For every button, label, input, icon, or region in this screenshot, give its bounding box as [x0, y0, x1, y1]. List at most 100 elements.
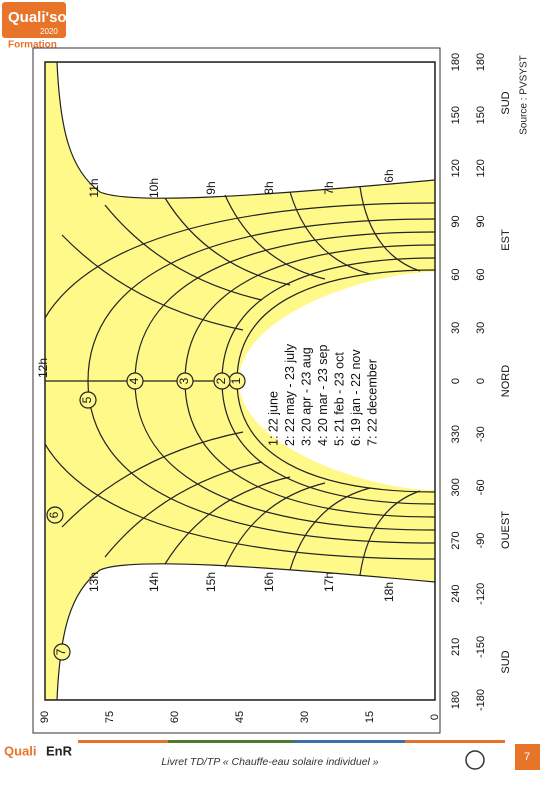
legend-entry: 5: 21 feb - 23 oct	[332, 352, 346, 446]
elevation-tick: 15	[364, 711, 376, 723]
footer: Quali EnR Livret TD/TP « Chauffe-eau sol…	[4, 740, 540, 770]
direction-label: EST	[500, 229, 512, 251]
elevation-tick: 75	[104, 711, 116, 723]
azimuth-tick: 0	[450, 378, 462, 384]
elevation-tick: 60	[169, 711, 181, 723]
curve-number: 6	[47, 511, 61, 518]
curve-number: 7	[54, 648, 68, 655]
page-number: 7	[524, 751, 530, 763]
hour-line	[289, 487, 371, 571]
azimuth-signed-tick: -120	[475, 583, 487, 605]
elevation-tick: 30	[299, 711, 311, 723]
footer-logo: Quali	[4, 743, 37, 758]
azimuth-signed-tick: 0	[475, 378, 487, 384]
hour-line	[61, 431, 244, 528]
azimuth-tick: 180	[450, 691, 462, 709]
azimuth-tick: 90	[450, 215, 462, 227]
footer-text: Livret TD/TP « Chauffe-eau solaire indiv…	[161, 756, 378, 768]
source: Source : PVSYST	[519, 55, 530, 134]
curve-number: 1	[229, 377, 243, 384]
curve-number: 5	[80, 396, 94, 403]
azimuth-tick: 180	[450, 53, 462, 71]
legend-entry: 1: 22 june	[266, 391, 280, 446]
hour-line	[359, 186, 421, 272]
legend-entry: 2: 22 may - 23 july	[283, 343, 297, 446]
azimuth-signed-tick: -90	[475, 533, 487, 549]
hour-line	[224, 194, 326, 280]
azimuth-tick: 60	[450, 269, 462, 281]
hour-label: 13h	[87, 572, 101, 592]
hour-label: 14h	[147, 572, 161, 592]
elevation-tick: 90	[39, 711, 51, 723]
logo-text: Quali'sol	[8, 9, 71, 26]
curve-marker	[79, 391, 97, 409]
azimuth-signed-tick: 180	[475, 53, 487, 71]
direction-label: SUD	[500, 91, 512, 114]
direction-label: SUD	[500, 650, 512, 673]
hour-label: 18h	[382, 582, 396, 602]
curve-marker	[53, 643, 71, 661]
curve-marker	[176, 372, 194, 390]
azimuth-signed-tick: 120	[475, 159, 487, 177]
azimuth-signed-tick: 90	[475, 215, 487, 227]
hour-line	[104, 461, 263, 558]
azimuth-signed-tick: 60	[475, 269, 487, 281]
hour-label: 10h	[147, 178, 161, 198]
azimuth-tick: 330	[450, 425, 462, 443]
hour-line	[359, 490, 421, 576]
azimuth-tick: 120	[450, 159, 462, 177]
curve-marker	[46, 506, 64, 524]
azimuth-tick: 300	[450, 478, 462, 496]
hour-label: 16h	[262, 572, 276, 592]
azimuth-signed-tick: -180	[475, 689, 487, 711]
curve-marker	[126, 372, 144, 390]
curve-number: 4	[127, 377, 141, 384]
azimuth-tick: 150	[450, 106, 462, 124]
hour-label: 6h	[382, 169, 396, 182]
hour-line	[164, 197, 291, 286]
noon-label: 12h	[36, 358, 50, 378]
azimuth-signed-tick: 30	[475, 322, 487, 334]
hour-label: 15h	[204, 572, 218, 592]
hour-line	[164, 476, 291, 565]
hour-label: 8h	[262, 181, 276, 194]
curve-number: 2	[214, 377, 228, 384]
legend-entry: 3: 20 apr - 23 aug	[299, 347, 313, 446]
legend-entry: 4: 20 mar - 23 sep	[316, 345, 330, 446]
azimuth-signed-tick: 150	[475, 106, 487, 124]
footer-logo-b: EnR	[46, 743, 73, 758]
hour-line	[224, 482, 326, 568]
hour-label: 7h	[322, 181, 336, 194]
hour-label: 11h	[87, 178, 101, 197]
header-logo: Quali'sol 2020 Formation	[2, 2, 71, 51]
legend-entry: 6: 19 jan - 22 nov	[349, 349, 363, 446]
hour-line	[104, 204, 263, 301]
azimuth-signed-tick: -60	[475, 479, 487, 495]
direction-label: NORD	[500, 365, 512, 397]
azimuth-tick: 270	[450, 531, 462, 549]
hour-label: 9h	[204, 181, 218, 194]
curve-marker	[213, 372, 231, 390]
frame	[32, 47, 441, 734]
logo-subtitle: Formation	[8, 40, 57, 51]
hour-line	[289, 191, 371, 275]
azimuth-signed-tick: -150	[475, 636, 487, 658]
inner-region	[239, 272, 435, 490]
elevation-tick: 45	[234, 711, 246, 723]
direction-label: OUEST	[500, 511, 512, 549]
azimuth-tick: 210	[450, 638, 462, 656]
legend-entry: 7: 22 december	[365, 359, 379, 446]
day-curve	[45, 202, 435, 560]
azimuth-signed-tick: -30	[475, 426, 487, 442]
azimuth-tick: 30	[450, 322, 462, 334]
azimuth-tick: 240	[450, 585, 462, 603]
hour-line	[61, 234, 244, 331]
curve-number: 3	[177, 377, 191, 384]
hour-label: 17h	[322, 572, 336, 592]
outer-region	[45, 62, 435, 700]
elevation-tick: 0	[429, 714, 441, 720]
plot-border	[44, 61, 436, 701]
logo-year: 2020	[40, 27, 58, 36]
